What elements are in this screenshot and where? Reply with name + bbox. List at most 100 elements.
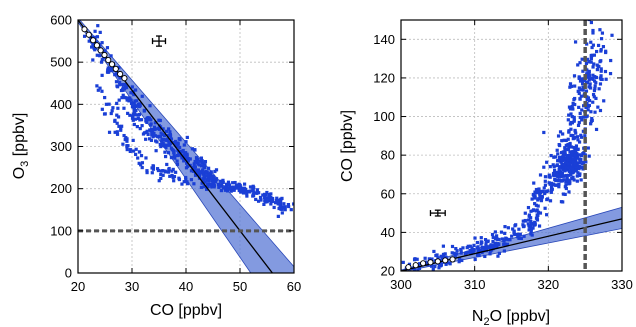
data-point [283, 208, 287, 212]
data-point [434, 253, 438, 258]
data-point [496, 254, 500, 258]
data-point [91, 44, 96, 48]
data-point [576, 147, 580, 151]
data-point [166, 170, 171, 174]
data-point [175, 159, 179, 163]
data-point [572, 74, 577, 78]
data-point [569, 84, 574, 88]
data-point [444, 262, 448, 266]
data-point [572, 118, 576, 122]
data-points [401, 4, 614, 271]
data-point [130, 116, 135, 120]
y-tick-label: 200 [50, 181, 72, 196]
data-point [478, 248, 482, 252]
data-point [131, 91, 135, 95]
data-point [590, 118, 594, 123]
data-point [123, 137, 127, 142]
data-point [162, 137, 166, 141]
data-point [597, 4, 600, 7]
data-point [562, 138, 566, 142]
data-point [206, 175, 210, 179]
data-point [204, 171, 208, 175]
data-point [167, 140, 172, 144]
data-point [593, 84, 597, 88]
reference-points [405, 256, 456, 271]
reference-point [112, 65, 119, 72]
data-point [592, 79, 597, 83]
data-point [571, 170, 576, 174]
data-point [571, 167, 575, 171]
data-point [538, 211, 543, 215]
data-point [541, 189, 545, 194]
data-point [567, 182, 571, 186]
data-point [562, 163, 566, 167]
data-point [576, 165, 580, 169]
reference-point [85, 31, 92, 38]
data-point [163, 154, 168, 159]
data-point [286, 202, 290, 207]
data-point [292, 202, 294, 206]
data-point [95, 35, 100, 39]
data-point [124, 135, 128, 140]
data-point [193, 165, 198, 169]
data-point [131, 114, 135, 118]
data-point [193, 159, 197, 164]
data-point [124, 83, 128, 88]
data-point [564, 138, 568, 143]
data-point [128, 149, 132, 153]
data-point [115, 71, 119, 76]
data-point [529, 209, 533, 213]
data-point [128, 148, 132, 152]
data-point [588, 82, 592, 86]
data-point [203, 163, 207, 167]
data-point [172, 179, 176, 183]
data-point [199, 185, 204, 189]
data-point [282, 202, 286, 206]
data-point [560, 139, 564, 143]
data-point [159, 172, 163, 176]
data-point [118, 83, 122, 87]
data-point [566, 179, 570, 184]
data-point [527, 224, 531, 228]
data-point [558, 169, 562, 173]
data-point [125, 85, 129, 90]
data-point [263, 198, 268, 202]
data-point [529, 224, 533, 228]
data-point [579, 88, 583, 92]
plot-frame [400, 19, 623, 272]
data-point [483, 254, 487, 259]
data-point [539, 197, 544, 201]
data-point [255, 188, 259, 192]
data-point [119, 126, 123, 130]
data-point [459, 251, 463, 255]
data-point [131, 149, 136, 153]
data-point [206, 185, 210, 189]
data-point [569, 166, 573, 170]
data-point [168, 143, 172, 147]
data-point [113, 130, 117, 134]
data-point [464, 251, 468, 255]
data-point [289, 208, 293, 212]
data-point [573, 128, 577, 133]
data-point [580, 57, 584, 61]
data-point [585, 42, 589, 46]
data-point [161, 169, 165, 173]
data-point [561, 159, 565, 163]
data-point [116, 115, 121, 119]
data-point [115, 101, 119, 105]
data-point [594, 75, 598, 80]
data-point [416, 268, 420, 271]
data-point [585, 114, 589, 118]
data-point [145, 120, 149, 124]
data-point [484, 242, 488, 246]
data-point [218, 183, 222, 187]
data-point [183, 152, 187, 156]
y-tick-label: 60 [381, 186, 395, 201]
data-point [561, 174, 565, 178]
data-point [580, 108, 584, 112]
data-point [98, 54, 102, 58]
data-point [137, 161, 141, 165]
data-point [223, 185, 227, 189]
